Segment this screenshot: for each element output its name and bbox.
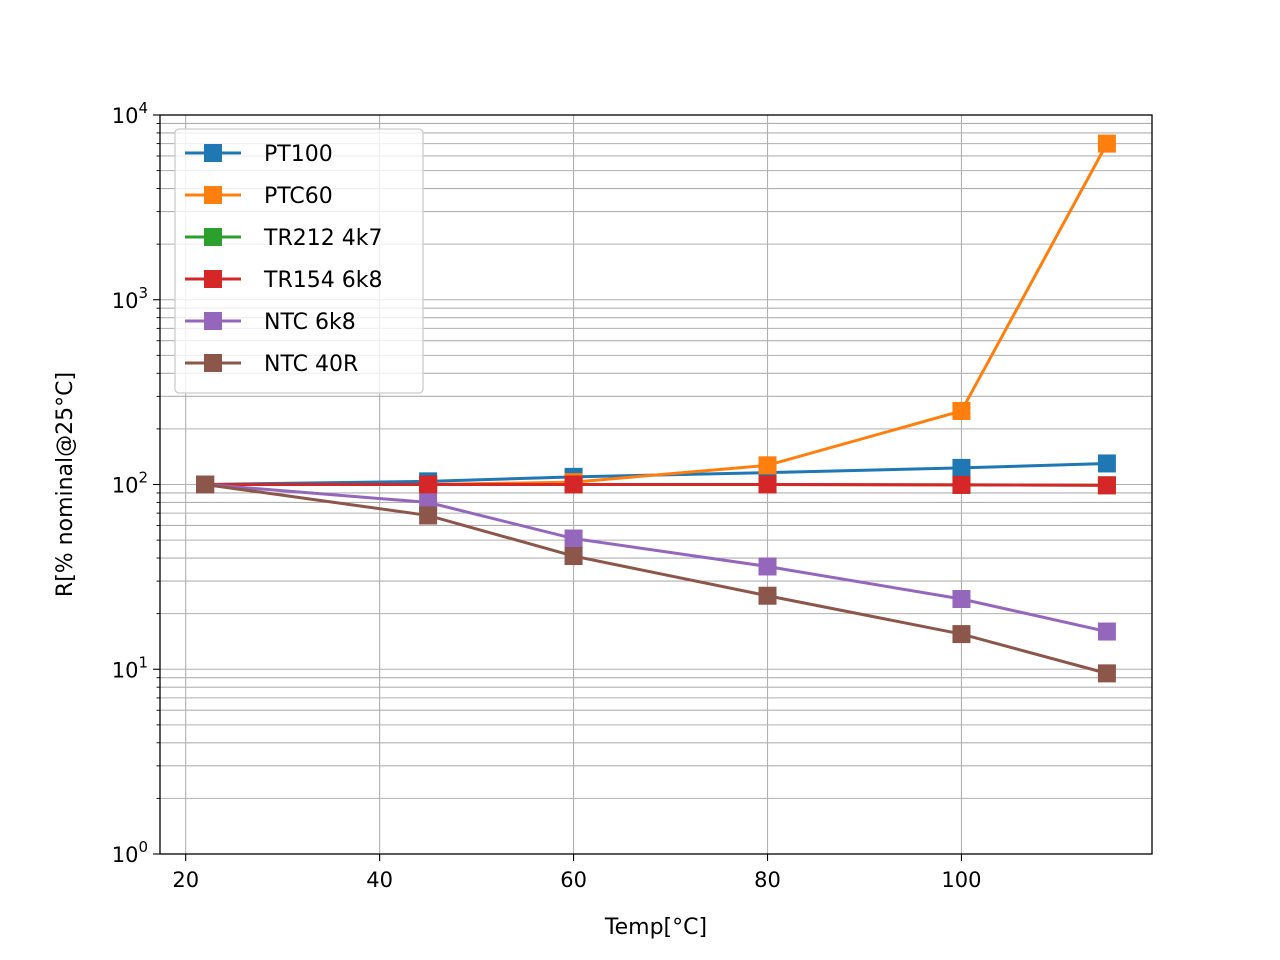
y-tick-exponent: 4 [138, 99, 148, 117]
series-lines [196, 134, 1116, 683]
y-tick-exponent: 2 [138, 469, 148, 487]
y-tick-exponent: 3 [138, 284, 148, 302]
legend-label: PT100 [264, 142, 333, 167]
x-tick-label: 60 [560, 868, 587, 892]
legend-label: TR154 6k8 [263, 268, 382, 293]
legend-marker [204, 354, 222, 372]
data-point [758, 456, 777, 475]
x-tick-label: 40 [366, 868, 393, 892]
data-point [758, 557, 777, 576]
y-tick-exponent: 1 [138, 653, 148, 671]
data-point [1097, 454, 1116, 473]
x-tick-label: 100 [941, 868, 981, 892]
legend-label: NTC 6k8 [264, 310, 356, 335]
y-tick-label: 101 [112, 653, 148, 682]
data-point [564, 547, 583, 566]
data-point [1097, 622, 1116, 641]
data-point [952, 401, 971, 420]
data-point [952, 590, 971, 609]
legend-marker [204, 186, 222, 204]
series-line [204, 483, 1108, 634]
data-point [758, 475, 777, 494]
data-point [1097, 476, 1116, 495]
legend-label: TR212 4k7 [263, 226, 382, 251]
data-point [952, 475, 971, 494]
data-point [952, 625, 971, 644]
legend-label: NTC 40R [264, 352, 358, 377]
data-point [758, 586, 777, 605]
legend-marker [204, 312, 222, 330]
data-point [1097, 134, 1116, 153]
y-tick-exponent: 0 [138, 838, 148, 856]
data-point [952, 458, 971, 477]
data-point [419, 506, 438, 525]
y-axis-label: R[% nominal@25°C] [53, 372, 78, 597]
legend-label: PTC60 [264, 184, 333, 209]
data-point [564, 529, 583, 548]
x-axis-label: Temp[°C] [604, 915, 707, 940]
data-point [564, 475, 583, 494]
series-line [205, 483, 1107, 487]
x-tick-label: 80 [754, 868, 781, 892]
legend-marker [204, 270, 222, 288]
series-line [204, 483, 1108, 675]
x-tick-label: 20 [172, 868, 199, 892]
legend: PT100 PTC60 TR212 4k7 TR154 6k8 NTC 6k8 NTC 4… [174, 128, 424, 394]
legend-marker [204, 228, 222, 246]
legend-marker [204, 144, 222, 162]
data-point [419, 475, 438, 494]
data-point [1097, 664, 1116, 683]
data-point [196, 475, 215, 494]
